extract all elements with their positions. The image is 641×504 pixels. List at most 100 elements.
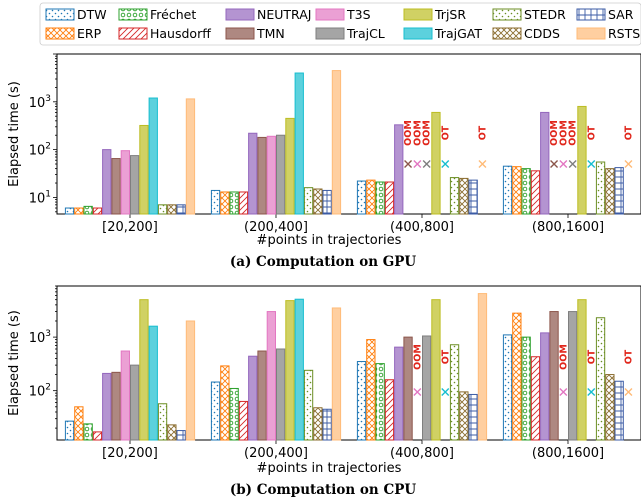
- bar: [530, 356, 541, 441]
- legend-entry: RSTS: [576, 26, 640, 41]
- bar: [449, 344, 460, 441]
- legend-entry: NEUTRAJ: [225, 7, 311, 22]
- bar: [220, 365, 230, 441]
- bar: [322, 189, 332, 215]
- missing-marker: [413, 160, 422, 168]
- legend-swatch: [576, 27, 606, 40]
- bar: [238, 191, 249, 215]
- bar: [530, 170, 541, 215]
- legend-swatch: [45, 27, 75, 40]
- legend-label: SAR: [608, 7, 634, 22]
- figure-caption: (b) Computation on CPU: [230, 482, 416, 498]
- bar: [266, 135, 277, 215]
- bar: [266, 311, 277, 441]
- bar: [568, 311, 578, 441]
- bar: [92, 207, 103, 215]
- legend-swatch: [225, 27, 255, 40]
- bar: [229, 387, 239, 441]
- legend-label: RSTS: [608, 26, 640, 41]
- x-axis-label: #points in trajectories: [257, 233, 402, 248]
- bar: [595, 317, 606, 441]
- bar: [157, 204, 168, 215]
- legend-label: Fréchet: [150, 7, 196, 22]
- bar: [294, 298, 304, 441]
- bar: [294, 72, 304, 215]
- failure-label: OT: [623, 125, 634, 140]
- bar: [64, 207, 75, 215]
- bar: [229, 191, 239, 215]
- bar: [549, 311, 559, 441]
- bar: [502, 334, 513, 441]
- legend-swatch: [45, 8, 75, 21]
- y-tick-label: 103: [29, 329, 51, 346]
- bar: [139, 299, 149, 441]
- legend-entry: TrajGAT: [403, 26, 482, 41]
- bar: [74, 406, 84, 441]
- legend-swatch: [315, 27, 345, 40]
- bar: [92, 431, 103, 441]
- bar: [276, 348, 286, 441]
- bar: [238, 400, 249, 441]
- bar: [540, 332, 550, 441]
- bar: [148, 97, 158, 215]
- legend-entry: Fréchet: [118, 7, 196, 22]
- y-tick-label: 103: [29, 94, 51, 111]
- bar: [577, 299, 587, 441]
- bar: [468, 179, 478, 215]
- failure-label: OT: [586, 349, 597, 364]
- legend-label: NEUTRAJ: [257, 7, 311, 22]
- bar: [303, 187, 314, 215]
- bar: [74, 207, 84, 215]
- legend-entry: Hausdorff: [118, 26, 211, 41]
- x-axis-label: #points in trajectories: [257, 461, 402, 476]
- bar: [120, 350, 130, 441]
- bar: [502, 165, 513, 215]
- x-tick-label: (800,1600]: [532, 220, 604, 235]
- bar: [111, 158, 121, 215]
- legend-swatch: [403, 8, 433, 21]
- missing-marker: [559, 388, 568, 396]
- bar: [331, 70, 342, 215]
- legend-swatch: [576, 8, 606, 21]
- missing-marker: [587, 160, 596, 168]
- bar: [577, 105, 587, 215]
- legend-swatch: [225, 8, 255, 21]
- legend: DTW Fréchet NEUTRAJ T3S TrjSR STEDR SAR ERP Haus…: [39, 2, 641, 46]
- legend-label: CDDS: [524, 26, 560, 41]
- legend-label: T3S: [346, 7, 371, 22]
- legend-entry: T3S: [315, 7, 371, 22]
- bar: [210, 189, 221, 215]
- legend-swatch: [492, 8, 522, 21]
- bar: [185, 320, 196, 441]
- bar: [394, 346, 404, 441]
- bar: [366, 179, 376, 215]
- bar: [102, 149, 112, 215]
- failure-label: OOM: [549, 120, 560, 146]
- bar: [521, 168, 531, 215]
- chart-cpu: 102 103 Elapsed time (s) [20,200] (200,400] (…: [7, 285, 641, 498]
- bar: [303, 369, 314, 441]
- bar: [120, 150, 130, 215]
- legend-label: STEDR: [524, 7, 566, 22]
- legend-label: TrjSR: [434, 7, 466, 22]
- bar: [248, 355, 258, 441]
- bar: [614, 380, 624, 441]
- bar: [605, 374, 615, 441]
- bar: [83, 423, 93, 441]
- bar: [431, 299, 441, 441]
- legend-swatch: [403, 27, 433, 40]
- legend-entry: DTW: [45, 7, 107, 22]
- y-axis-label: Elapsed time (s): [7, 310, 22, 416]
- missing-marker: [624, 388, 633, 396]
- bar: [83, 205, 93, 215]
- bar: [477, 293, 488, 441]
- legend-label: TrajCL: [346, 26, 385, 41]
- legend-swatch: [118, 8, 148, 21]
- bar: [313, 188, 323, 215]
- bar: [384, 181, 395, 215]
- bar: [313, 407, 323, 441]
- bar: [595, 161, 606, 215]
- bar: [512, 312, 522, 441]
- legend-label: ERP: [77, 26, 102, 41]
